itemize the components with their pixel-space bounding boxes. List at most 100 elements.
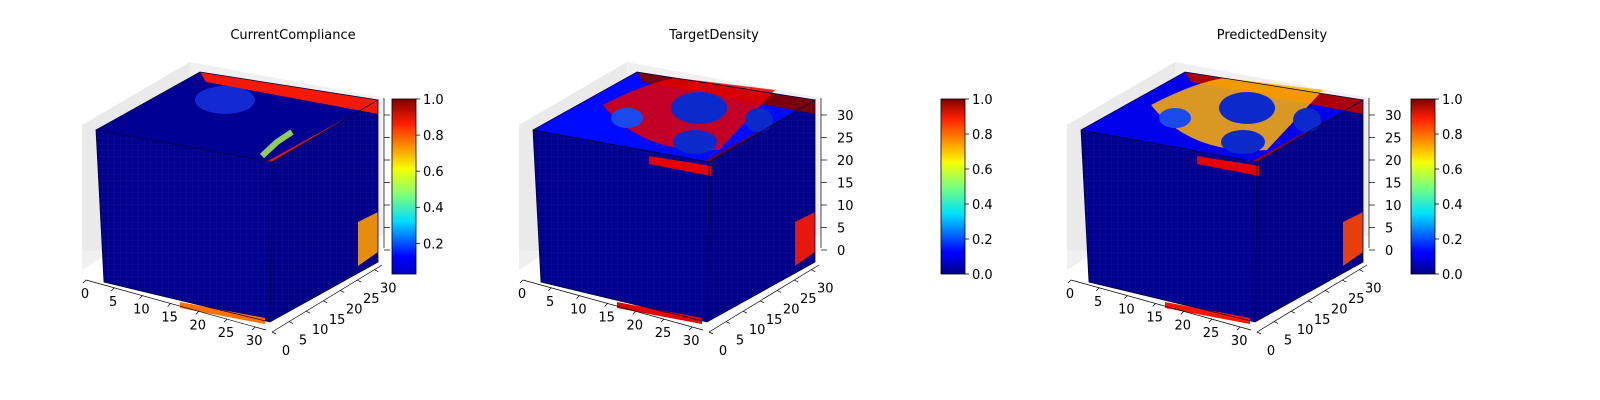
colorbar-tick-label: 0.4 [972,198,993,213]
x-tick [660,318,665,323]
z-tick-label: 5 [1385,222,1393,237]
x-tick [1180,311,1185,315]
y-tick-label: 5 [736,334,744,349]
y-axis-line [708,264,820,333]
y-tick [1307,300,1313,304]
y-tick [708,331,714,335]
bottom-support-band [1165,302,1250,324]
x-tick [632,311,637,315]
colorbar-tick-label: 0.8 [972,128,993,143]
y-tick-label: 0 [282,344,290,359]
cube-edge [706,161,710,323]
y-axis-line [271,264,383,333]
z-tick-label: 10 [1385,199,1402,214]
x-tick-label: 10 [570,303,587,318]
top-frame-structure [1151,78,1323,176]
colorbar-tick-label: 0.0 [972,268,993,283]
y-tick [1256,331,1262,335]
y-tick-label: 15 [329,313,346,328]
cube-front-grid [533,130,709,322]
y-tick [1273,321,1279,324]
x-axis-line [1070,279,1252,331]
x-tick [167,303,171,307]
x-tick-label: 20 [1175,318,1192,333]
x-tick-label: 20 [627,318,644,333]
y-tick-label: 5 [299,334,307,349]
x-tick [1236,326,1241,331]
colorbar-tick-label: 0.2 [423,237,444,252]
y-tick-label: 20 [1331,302,1348,317]
colorbar-tick-label: 1.0 [972,93,993,108]
z-tick-label: 20 [1385,154,1402,169]
compliance-spot-1 [195,86,255,114]
subplot-2: TargetDensity051015202530051015202530051… [518,28,993,359]
subplot-1: CurrentCompliance05101520253005101520253… [81,28,444,359]
y-tick-label: 10 [312,323,329,338]
cube-outline [1080,71,1365,323]
x-tick-label: 0 [518,287,526,302]
y-tick [357,279,362,283]
cube-edge [1254,161,1258,323]
x-tick [1152,303,1156,307]
cube-right-grid [1255,100,1363,322]
x-tick-label: 10 [133,303,150,318]
x-tick-label: 5 [109,295,117,310]
y-tick [340,290,345,293]
x-tick [1208,318,1213,323]
y-tick [777,290,782,293]
z-tick-label: 10 [837,199,854,214]
x-tick-label: 15 [598,311,615,326]
x-tick-label: 30 [1231,334,1248,349]
colorbar-tick-label: 0.2 [1442,233,1463,248]
cube-right-grid [270,100,378,322]
frame-void-4 [1293,108,1321,132]
bottom-support-band [180,302,265,324]
corner-support [1343,212,1363,266]
colorbar-tick-label: 0.2 [972,233,993,248]
x-tick-label: 15 [161,311,178,326]
z-tick-label: 25 [1385,132,1402,147]
x-tick [82,279,87,284]
z-tick-label: 15 [1385,177,1402,192]
colorbar [1410,98,1436,275]
x-tick [576,295,580,299]
x-tick-label: 25 [1203,326,1220,341]
y-tick-label: 30 [817,282,834,297]
y-tick [305,310,311,314]
colorbar-tick-label: 0.4 [1442,198,1463,213]
colorbar [940,98,966,275]
y-tick-label: 0 [1267,344,1275,359]
corner-support [795,212,815,266]
y-axis-line [1256,264,1368,333]
y-tick [271,331,277,335]
x-axis-line [522,279,704,331]
z-tick-label: 0 [837,244,845,259]
y-tick-label: 20 [783,302,800,317]
cube-right-grid [707,100,815,322]
x-tick [1095,287,1100,292]
subplot-title: CurrentCompliance [230,28,355,43]
colorbar-tick-label: 0.6 [972,163,993,178]
frame-front-edge [1197,156,1259,176]
y-tick-label: 25 [800,292,817,307]
y-tick [1359,269,1364,273]
subplot-title: PredictedDensity [1217,28,1328,43]
colorbar-tick-label: 0.0 [1442,268,1463,283]
x-tick-label: 30 [246,334,263,349]
subplot-title: TargetDensity [668,28,759,43]
x-tick [604,303,608,307]
z-tick-label: 5 [837,222,845,237]
top-frame-structure [603,78,775,176]
x-tick-label: 10 [1118,303,1135,318]
x-tick [547,287,552,292]
cube-front-grid [96,130,272,322]
subplot-3: PredictedDensity051015202530051015202530… [1066,28,1463,359]
colorbar-tick-label: 0.8 [1442,128,1463,143]
y-tick [1325,290,1330,293]
colorbar [391,98,417,275]
y-tick-label: 15 [766,313,783,328]
z-tick-label: 15 [837,177,854,192]
x-tick [110,287,115,292]
x-tick [139,295,143,299]
x-tick-label: 25 [218,326,235,341]
